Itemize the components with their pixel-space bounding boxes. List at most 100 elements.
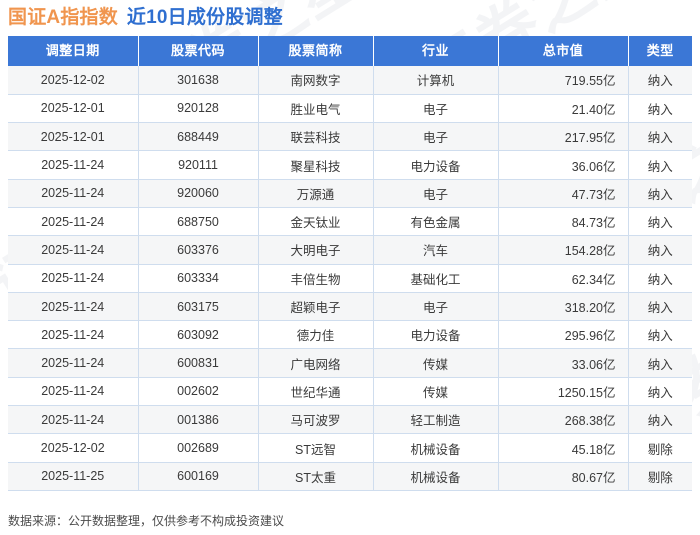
cell-industry: 汽车 xyxy=(373,235,499,265)
column-header-code[interactable]: 股票代码 xyxy=(138,36,259,66)
column-header-industry[interactable]: 行业 xyxy=(373,36,499,66)
cell-date: 2025-12-02 xyxy=(8,66,139,95)
cell-code: 002602 xyxy=(138,377,259,407)
cell-mktcap: 295.96亿 xyxy=(498,320,629,350)
cell-industry: 基础化工 xyxy=(373,264,499,293)
cell-date: 2025-11-24 xyxy=(8,207,139,237)
cell-name: 联芸科技 xyxy=(258,122,374,152)
cell-name: 世纪华通 xyxy=(258,377,374,407)
table-row[interactable]: 2025-11-24 001386 马可波罗 轻工制造 268.38亿 纳入 xyxy=(8,405,692,435)
cell-name: ST太重 xyxy=(258,462,374,491)
cell-code: 920111 xyxy=(138,150,259,180)
cell-industry: 传媒 xyxy=(373,348,499,378)
cell-name: ST远智 xyxy=(258,433,374,463)
table-header: 调整日期 股票代码 股票简称 行业 总市值 类型 xyxy=(8,36,692,66)
cell-date: 2025-11-24 xyxy=(8,150,139,180)
table-row[interactable]: 2025-12-02 301638 南网数字 计算机 719.55亿 纳入 xyxy=(8,66,692,95)
cell-date: 2025-12-01 xyxy=(8,94,139,124)
cell-code: 603092 xyxy=(138,320,259,350)
cell-type: 纳入 xyxy=(628,94,692,124)
cell-date: 2025-11-24 xyxy=(8,377,139,407)
cell-date: 2025-12-02 xyxy=(8,433,139,463)
table-row[interactable]: 2025-11-24 603092 德力佳 电力设备 295.96亿 纳入 xyxy=(8,320,692,350)
table-row[interactable]: 2025-11-25 600169 ST太重 机械设备 80.67亿 剔除 xyxy=(8,462,692,491)
cell-type: 纳入 xyxy=(628,405,692,435)
column-header-mktcap[interactable]: 总市值 xyxy=(498,36,629,66)
cell-mktcap: 62.34亿 xyxy=(498,264,629,293)
cell-type: 纳入 xyxy=(628,292,692,322)
table-row[interactable]: 2025-11-24 603334 丰倍生物 基础化工 62.34亿 纳入 xyxy=(8,264,692,293)
cell-name: 大明电子 xyxy=(258,235,374,265)
column-header-date[interactable]: 调整日期 xyxy=(8,36,139,66)
constituent-adjustment-table: 调整日期 股票代码 股票简称 行业 总市值 类型 2025-12-02 30163… xyxy=(8,36,692,491)
cell-name: 超颖电子 xyxy=(258,292,374,322)
cell-name: 德力佳 xyxy=(258,320,374,350)
table-body: 2025-12-02 301638 南网数字 计算机 719.55亿 纳入 2025-12-… xyxy=(8,66,692,491)
cell-type: 纳入 xyxy=(628,150,692,180)
table-row[interactable]: 2025-11-24 002602 世纪华通 传媒 1250.15亿 纳入 xyxy=(8,377,692,407)
table-row[interactable]: 2025-12-01 688449 联芸科技 电子 217.95亿 纳入 xyxy=(8,122,692,152)
cell-type: 纳入 xyxy=(628,235,692,265)
cell-mktcap: 268.38亿 xyxy=(498,405,629,435)
cell-code: 600169 xyxy=(138,462,259,491)
cell-code: 920060 xyxy=(138,179,259,208)
cell-type: 纳入 xyxy=(628,179,692,208)
cell-industry: 轻工制造 xyxy=(373,405,499,435)
cell-mktcap: 84.73亿 xyxy=(498,207,629,237)
cell-date: 2025-11-24 xyxy=(8,235,139,265)
constituent-adjustment-table-container: 调整日期 股票代码 股票简称 行业 总市值 类型 2025-12-02 30163… xyxy=(8,36,692,491)
cell-industry: 机械设备 xyxy=(373,462,499,491)
cell-date: 2025-11-24 xyxy=(8,179,139,208)
cell-mktcap: 45.18亿 xyxy=(498,433,629,463)
page-title-index-name: 国证A指指数 xyxy=(8,7,118,28)
table-row[interactable]: 2025-11-24 920111 聚星科技 电力设备 36.06亿 纳入 xyxy=(8,150,692,180)
cell-industry: 电子 xyxy=(373,179,499,208)
cell-industry: 有色金属 xyxy=(373,207,499,237)
table-row[interactable]: 2025-11-24 920060 万源通 电子 47.73亿 纳入 xyxy=(8,179,692,208)
cell-code: 001386 xyxy=(138,405,259,435)
cell-date: 2025-11-25 xyxy=(8,462,139,491)
table-row[interactable]: 2025-11-24 603175 超颖电子 电子 318.20亿 纳入 xyxy=(8,292,692,322)
cell-code: 688449 xyxy=(138,122,259,152)
cell-mktcap: 217.95亿 xyxy=(498,122,629,152)
cell-date: 2025-11-24 xyxy=(8,320,139,350)
cell-code: 603175 xyxy=(138,292,259,322)
cell-industry: 电力设备 xyxy=(373,150,499,180)
cell-mktcap: 80.67亿 xyxy=(498,462,629,491)
table-row[interactable]: 2025-11-24 603376 大明电子 汽车 154.28亿 纳入 xyxy=(8,235,692,265)
table-row[interactable]: 2025-12-02 002689 ST远智 机械设备 45.18亿 剔除 xyxy=(8,433,692,463)
cell-type: 剔除 xyxy=(628,462,692,491)
data-source-note: 数据来源：公开数据整理，仅供参考不构成投资建议 xyxy=(8,514,285,528)
cell-mktcap: 318.20亿 xyxy=(498,292,629,322)
cell-type: 纳入 xyxy=(628,66,692,95)
cell-date: 2025-12-01 xyxy=(8,122,139,152)
table-row[interactable]: 2025-12-01 920128 胜业电气 电子 21.40亿 纳入 xyxy=(8,94,692,124)
cell-name: 胜业电气 xyxy=(258,94,374,124)
cell-mktcap: 47.73亿 xyxy=(498,179,629,208)
table-row[interactable]: 2025-11-24 600831 广电网络 传媒 33.06亿 纳入 xyxy=(8,348,692,378)
cell-mktcap: 1250.15亿 xyxy=(498,377,629,407)
cell-name: 金天钛业 xyxy=(258,207,374,237)
cell-code: 002689 xyxy=(138,433,259,463)
cell-code: 920128 xyxy=(138,94,259,124)
cell-code: 688750 xyxy=(138,207,259,237)
page-title-subject: 近10日成份股调整 xyxy=(126,7,283,28)
cell-name: 马可波罗 xyxy=(258,405,374,435)
cell-industry: 电子 xyxy=(373,122,499,152)
cell-mktcap: 21.40亿 xyxy=(498,94,629,124)
table-header-row: 调整日期 股票代码 股票简称 行业 总市值 类型 xyxy=(8,36,692,66)
column-header-name[interactable]: 股票简称 xyxy=(258,36,374,66)
cell-industry: 电子 xyxy=(373,292,499,322)
cell-industry: 电力设备 xyxy=(373,320,499,350)
table-row[interactable]: 2025-11-24 688750 金天钛业 有色金属 84.73亿 纳入 xyxy=(8,207,692,237)
cell-type: 纳入 xyxy=(628,320,692,350)
cell-name: 广电网络 xyxy=(258,348,374,378)
cell-type: 纳入 xyxy=(628,377,692,407)
cell-type: 纳入 xyxy=(628,348,692,378)
cell-type: 纳入 xyxy=(628,122,692,152)
cell-industry: 机械设备 xyxy=(373,433,499,463)
column-header-type[interactable]: 类型 xyxy=(628,36,692,66)
cell-industry: 传媒 xyxy=(373,377,499,407)
cell-date: 2025-11-24 xyxy=(8,264,139,293)
cell-code: 603376 xyxy=(138,235,259,265)
